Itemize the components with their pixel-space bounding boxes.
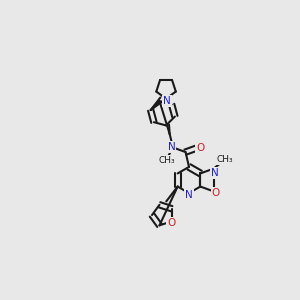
Text: O: O — [212, 188, 220, 198]
Text: N: N — [185, 190, 193, 200]
Text: CH₃: CH₃ — [158, 156, 175, 165]
Text: N: N — [163, 96, 171, 106]
Text: O: O — [167, 218, 176, 228]
Text: N: N — [168, 142, 176, 152]
Text: CH₃: CH₃ — [217, 155, 234, 164]
Text: N: N — [211, 168, 219, 178]
Text: O: O — [196, 142, 205, 152]
